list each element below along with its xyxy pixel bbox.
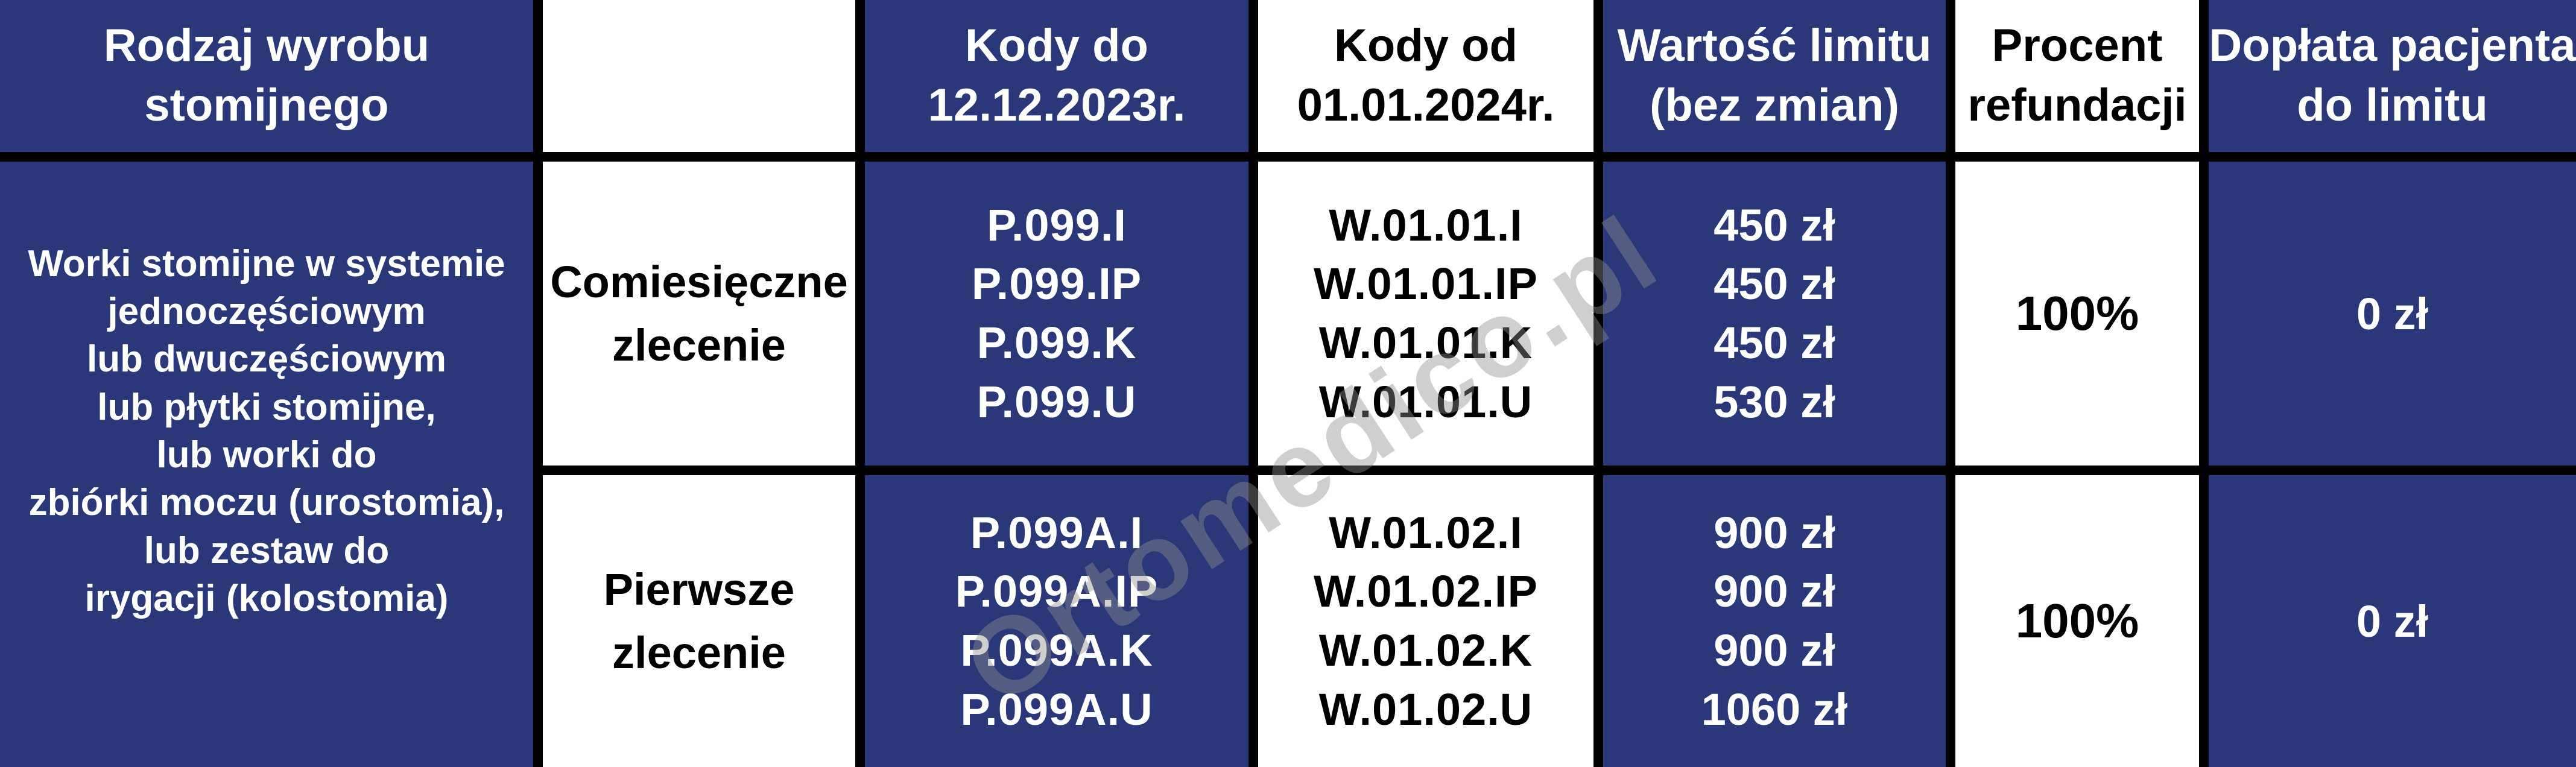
header-line: Kody do: [965, 20, 1148, 72]
zlecenie-line: zlecenie: [612, 320, 786, 370]
zlecenie-line: Pierwsze: [603, 564, 795, 614]
code-value: P.099.U: [976, 376, 1137, 427]
zlecenie-line: Comiesięczne: [550, 256, 848, 307]
header-line: do limitu: [2297, 80, 2488, 131]
limit-value: 900 zł: [1714, 507, 1835, 558]
product-line: jednoczęściowym: [107, 290, 426, 332]
header-line: Kody od: [1334, 20, 1517, 72]
header-line: Rodzaj wyrobu: [103, 20, 430, 72]
header-doplata-pacjenta: Dopłata pacjenta do limitu: [2209, 0, 2576, 152]
doplata-value: 0 zł: [2356, 288, 2429, 339]
percent-value: 100%: [2015, 594, 2139, 648]
header-empty: [543, 0, 855, 152]
cell-limit-row1: 450 zł 450 zł 450 zł 530 zł: [1603, 162, 1946, 466]
cell-procent-row2: 100%: [1955, 475, 2199, 767]
percent-value: 100%: [2015, 286, 2139, 340]
cell-procent-row1: 100%: [1955, 162, 2199, 466]
limit-value: 450 zł: [1714, 259, 1835, 309]
code-value: W.01.01.U: [1318, 376, 1533, 427]
limit-value: 450 zł: [1714, 200, 1835, 250]
code-value: P.099.IP: [971, 259, 1142, 309]
header-kody-od: Kody od 01.01.2024r.: [1258, 0, 1593, 152]
product-line: zbiórki moczu (urostomia),: [28, 482, 505, 524]
code-value: P.099A.IP: [955, 566, 1159, 617]
header-procent-refundacji: Procent refundacji: [1955, 0, 2199, 152]
product-line: Worki stomijne w systemie: [28, 242, 505, 285]
header-line: 01.01.2024r.: [1297, 80, 1555, 131]
code-value: P.099A.U: [960, 684, 1153, 734]
header-wartosc-limitu: Wartość limitu (bez zmian): [1603, 0, 1946, 152]
product-line: lub dwuczęściowym: [86, 338, 447, 380]
code-value: W.01.02.K: [1318, 625, 1533, 675]
header-line: (bez zmian): [1650, 80, 1899, 131]
cell-zlecenie-pierwsze: Pierwsze zlecenie: [543, 475, 855, 767]
cell-doplata-row1: 0 zł: [2209, 162, 2576, 466]
header-line: Wartość limitu: [1617, 20, 1932, 72]
code-value: W.01.02.I: [1329, 507, 1523, 558]
cell-zlecenie-comiesieczne: Comiesięczne zlecenie: [543, 162, 855, 466]
cell-doplata-row2: 0 zł: [2209, 475, 2576, 767]
product-line: lub worki do: [156, 434, 377, 476]
product-line: lub płytki stomijne,: [97, 386, 436, 428]
header-line: Procent: [1992, 20, 2163, 72]
code-value: W.01.02.U: [1318, 684, 1533, 734]
code-value: P.099.I: [987, 200, 1127, 250]
limit-value: 1060 zł: [1701, 684, 1848, 734]
cell-kody-od-row1: W.01.01.I W.01.01.IP W.01.01.K W.01.01.U: [1258, 162, 1593, 466]
header-kody-do: Kody do 12.12.2023r.: [865, 0, 1248, 152]
cell-product-description: Worki stomijne w systemie jednoczęściowy…: [0, 162, 533, 767]
code-value: W.01.02.IP: [1314, 566, 1538, 617]
doplata-value: 0 zł: [2356, 596, 2429, 646]
header-line: stomijnego: [144, 80, 389, 131]
code-value: P.099A.K: [960, 625, 1153, 675]
cell-kody-do-row2: P.099A.I P.099A.IP P.099A.K P.099A.U: [865, 475, 1248, 767]
code-value: P.099.K: [976, 318, 1137, 368]
product-line: lub zestaw do: [144, 529, 390, 572]
code-value: W.01.01.K: [1318, 318, 1533, 368]
cell-kody-od-row2: W.01.02.I W.01.02.IP W.01.02.K W.01.02.U: [1258, 475, 1593, 767]
limit-value: 450 zł: [1714, 318, 1835, 368]
product-line: irygacji (kolostomia): [84, 578, 449, 620]
cell-kody-do-row1: P.099.I P.099.IP P.099.K P.099.U: [865, 162, 1248, 466]
header-rodzaj-wyrobu: Rodzaj wyrobu stomijnego: [0, 0, 533, 152]
header-line: Dopłata pacjenta: [2209, 20, 2576, 72]
cell-limit-row2: 900 zł 900 zł 900 zł 1060 zł: [1603, 475, 1946, 767]
code-value: W.01.01.IP: [1314, 259, 1538, 309]
code-value: P.099A.I: [970, 507, 1144, 558]
header-line: 12.12.2023r.: [928, 80, 1186, 131]
limit-value: 900 zł: [1714, 566, 1835, 617]
code-value: W.01.01.I: [1329, 200, 1523, 250]
zlecenie-line: zlecenie: [612, 628, 786, 678]
limit-value: 530 zł: [1714, 376, 1835, 427]
limit-value: 900 zł: [1714, 625, 1835, 675]
header-line: refundacji: [1967, 80, 2187, 131]
